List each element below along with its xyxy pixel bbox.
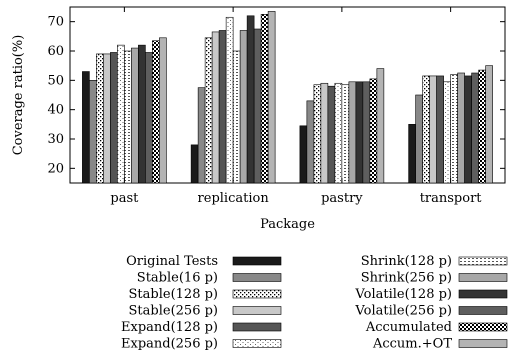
bar-accum-ot-past [159, 37, 167, 184]
bar-stable-128-p-pastry [313, 84, 322, 184]
bar-volatile-128-p-pastry [355, 81, 364, 184]
bar-stable-256-p-transport [429, 75, 437, 184]
bar-stable-16-p-pastry [306, 100, 315, 184]
legend-swatch-expand-256-p [232, 339, 282, 348]
legend-label-volatile-256-p: Volatile(256 p) [354, 304, 452, 319]
bar-expand-256-p-pastry [334, 82, 343, 184]
bar-shrink-256-p-replication [239, 30, 248, 184]
bar-stable-256-p-replication [211, 31, 220, 184]
bar-expand-256-p-past [117, 44, 125, 184]
legend-swatch-expand-128-p [232, 322, 282, 332]
bar-volatile-128-p-transport [464, 75, 472, 184]
legend-label-accumulated: Accumulated [365, 320, 452, 335]
bar-expand-128-p-past [110, 52, 118, 184]
legend-label-stable-16-p: Stable(16 p) [137, 271, 218, 286]
bar-stable-256-p-past [103, 53, 111, 184]
bar-expand-128-p-transport [436, 75, 444, 184]
bar-shrink-256-p-pastry [348, 81, 357, 184]
bar-expand-256-p-transport [443, 81, 451, 184]
bar-shrink-256-p-past [131, 47, 139, 184]
bar-stable-16-p-past [89, 80, 97, 184]
legend-swatch-volatile-256-p [458, 306, 508, 315]
legend-label-shrink-256-p: Shrink(256 p) [361, 271, 452, 286]
bar-shrink-128-p-past [124, 50, 132, 184]
bar-stable-128-p-replication [204, 37, 213, 184]
bar-stable-128-p-past [96, 53, 104, 184]
bar-accumulated-past [152, 40, 160, 184]
x-axis-label: Package [260, 217, 315, 232]
bar-shrink-256-p-transport [457, 72, 465, 184]
bar-stable-128-p-transport [422, 75, 430, 184]
bar-stable-16-p-replication [197, 87, 206, 184]
y-tick-label: 50 [47, 73, 64, 88]
legend-swatch-stable-128-p [232, 289, 282, 299]
y-tick-label: 30 [47, 132, 64, 147]
bar-expand-256-p-replication [225, 16, 234, 184]
bar-volatile-256-p-transport [471, 72, 479, 184]
bar-original-tests-past [82, 71, 90, 184]
bar-accum-ot-pastry [376, 68, 385, 184]
legend-swatch-volatile-128-p [458, 289, 508, 299]
legend-swatch-stable-256-p [232, 306, 282, 315]
bar-shrink-128-p-pastry [341, 84, 350, 184]
legend-swatch-original-tests [232, 256, 282, 266]
legend-swatch-accum-ot [458, 339, 508, 348]
bar-accumulated-transport [478, 69, 486, 184]
bar-volatile-256-p-pastry [362, 81, 371, 184]
bar-volatile-256-p-replication [253, 28, 262, 184]
x-tick-label-past: past [110, 191, 139, 206]
legend-label-stable-128-p: Stable(128 p) [129, 287, 218, 302]
legend-label-expand-128-p: Expand(128 p) [121, 320, 218, 335]
legend-label-accum-ot: Accum.+OT [372, 337, 452, 352]
bar-volatile-256-p-past [145, 52, 153, 184]
legend-label-shrink-128-p: Shrink(128 p) [361, 254, 452, 269]
bar-shrink-128-p-replication [232, 50, 241, 184]
bar-original-tests-transport [408, 124, 416, 184]
legend-swatch-shrink-256-p [458, 273, 508, 282]
legend-swatch-accumulated [458, 322, 508, 332]
x-tick-label-replication: replication [198, 191, 270, 206]
bar-expand-128-p-replication [218, 30, 227, 184]
x-tick-label-transport: transport [420, 191, 483, 206]
bar-expand-128-p-pastry [327, 85, 336, 184]
legend-label-expand-256-p: Expand(256 p) [121, 337, 218, 352]
bar-accum-ot-replication [267, 11, 276, 184]
bar-volatile-128-p-past [138, 44, 146, 184]
legend-label-original-tests: Original Tests [126, 254, 218, 269]
legend-swatch-stable-16-p [232, 273, 282, 282]
y-tick-label: 40 [47, 103, 64, 118]
x-tick-label-pastry: pastry [321, 191, 363, 206]
bar-accumulated-pastry [369, 78, 378, 184]
bar-original-tests-replication [190, 144, 199, 184]
plot-frame [69, 6, 506, 184]
y-tick-label: 60 [47, 44, 64, 59]
bar-stable-256-p-pastry [320, 82, 329, 184]
bar-stable-16-p-transport [415, 94, 423, 184]
y-axis-label: Coverage ratio(%) [11, 35, 26, 156]
y-tick-label: 20 [47, 161, 64, 176]
y-tick-label: 70 [47, 15, 64, 30]
bar-accumulated-replication [260, 14, 269, 184]
bar-volatile-128-p-replication [246, 15, 255, 184]
bar-shrink-128-p-transport [450, 74, 458, 184]
bar-original-tests-pastry [299, 125, 308, 184]
legend-label-volatile-128-p: Volatile(128 p) [354, 287, 452, 302]
bar-accum-ot-transport [485, 65, 493, 184]
legend-label-stable-256-p: Stable(256 p) [129, 304, 218, 319]
legend-swatch-shrink-128-p [458, 256, 508, 266]
